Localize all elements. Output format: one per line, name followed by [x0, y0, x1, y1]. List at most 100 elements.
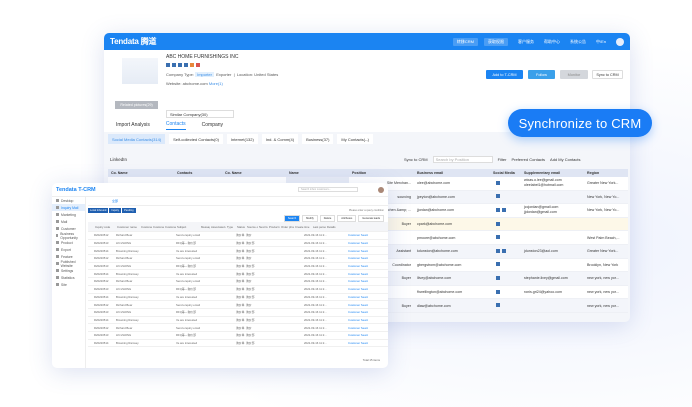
customer-service-link[interactable]: 客户服务 [517, 38, 534, 44]
chip-ind-comm[interactable]: Ind. & Comm(4) [261, 134, 299, 144]
linkedin-icon[interactable] [496, 303, 500, 308]
details-link[interactable]: Customer Search [348, 325, 368, 330]
linkedin-icon[interactable] [496, 289, 500, 294]
tcrm-column-header[interactable]: Customer tier [165, 224, 176, 229]
linkedin-icon[interactable] [178, 63, 182, 67]
table-row[interactable]: R20220513 LIN ZHONG RFQ等—询价部 询价单 询价部 2022-09-… [88, 309, 388, 317]
tcrm-column-header[interactable]: Source of inquiry [247, 224, 258, 229]
chip-social-media[interactable]: Social Media Contacts(314) [108, 134, 166, 144]
details-link[interactable]: Customer Search [348, 294, 368, 299]
details-link[interactable]: Customer Search [348, 256, 368, 261]
column-header[interactable]: Region [587, 171, 600, 175]
table-row[interactable]: R20220512 Richard Bear Send enquiry email 询… [88, 232, 388, 240]
table-row[interactable]: R20220513 LIN ZHONG RFQ等—询价部 询价单 询价部 2022-09-… [88, 240, 388, 248]
linkedin-icon[interactable] [496, 248, 500, 253]
column-header[interactable]: Co. Name [111, 171, 128, 175]
tcrm-column-header[interactable]: Message [201, 224, 210, 229]
linkedin-icon[interactable] [496, 207, 500, 212]
sidebar-item[interactable]: Business Opportunity [52, 232, 85, 240]
table-row[interactable]: R20220514 Browning Ramsey Ve are intereste… [88, 317, 388, 325]
table-row[interactable]: R20220514 Browning Ramsey Ve are intereste… [88, 270, 388, 279]
tcrm-column-header[interactable]: Inquiry code [95, 224, 111, 229]
details-link[interactable]: Customer Search [348, 241, 368, 246]
table-row[interactable]: R20220512 Richard Bear Send enquiry email 询… [88, 255, 388, 263]
table-row[interactable]: R20220512 Richard Bear Send enquiry email 询… [88, 324, 388, 332]
language-switch[interactable]: 中/En [595, 38, 606, 44]
table-row[interactable]: R20220513 LIN ZHONG RFQ等—询价部 询价单 询价部 2022-09-… [88, 263, 388, 271]
chip-business[interactable]: Business(37) [302, 134, 334, 144]
linkedin-icon[interactable] [496, 262, 500, 267]
website-more-link[interactable]: More(1) [208, 81, 223, 86]
tab-all[interactable]: 全部 [88, 197, 388, 206]
details-link[interactable]: Customer Search [348, 302, 368, 307]
preferred-contacts-button[interactable]: Preferred Contacts [511, 157, 546, 162]
rss-icon[interactable] [190, 63, 194, 67]
supplementary-email[interactable]: wixas.o.lee@gmail.com [524, 178, 562, 183]
details-link[interactable]: Customer Search [348, 333, 368, 338]
details-link[interactable]: Customer Search [348, 279, 368, 284]
tcrm-column-header[interactable]: Associated customer name [211, 224, 226, 229]
details-link[interactable]: Customer Search [348, 340, 368, 345]
column-header[interactable]: Position [352, 171, 367, 175]
customer-search-input[interactable]: Search inbox customers... [298, 187, 358, 192]
business-email[interactable]: cpark@abchome.com [417, 222, 453, 227]
filter-pending[interactable]: Pending [122, 208, 136, 213]
position-search-input[interactable]: Search by Position [432, 156, 493, 163]
table-row[interactable]: R20220513 LIN ZHONG RFQ等—询价部 询价单 询价部 2022-09-… [88, 332, 388, 340]
tcrm-action-button[interactable]: Attributes [337, 215, 357, 222]
header-button[interactable]: 转移CRM [452, 37, 478, 46]
details-link[interactable]: Customer Search [348, 271, 368, 276]
linkedin-icon[interactable] [496, 275, 500, 280]
monitor-button[interactable]: Monitor [560, 70, 588, 79]
filter-button[interactable]: Filter [497, 157, 507, 162]
supplementary-email[interactable]: jdunston23@aol.com [524, 248, 558, 253]
sidebar-item[interactable]: Customer [52, 225, 85, 232]
sidebar-item[interactable]: Marketing [52, 211, 85, 218]
business-email[interactable]: pmoore@abchome.com [417, 235, 456, 240]
twitter-icon[interactable] [184, 63, 188, 67]
tcrm-column-header[interactable]: Type [227, 224, 234, 229]
related-pictures-button[interactable]: Related pictures(29) [115, 101, 158, 109]
tcrm-action-button[interactable]: Search [283, 215, 301, 222]
business-email[interactable]: jpeyton@abchome.com [417, 194, 455, 199]
website[interactable]: Website: abchome.com [166, 81, 208, 86]
tcrm-column-header[interactable]: Subject [177, 224, 187, 229]
pagination[interactable]: Total 15 items [362, 358, 380, 362]
instagram-icon[interactable] [196, 63, 200, 67]
chip-my-contacts[interactable]: My Contacts(--) [337, 134, 373, 144]
tab-company[interactable]: Company [201, 122, 224, 128]
column-header[interactable]: Business email [417, 171, 444, 175]
tcrm-column-header[interactable]: Create time [295, 224, 310, 229]
sidebar-item[interactable]: Inquiry Mail [52, 204, 85, 211]
sidebar-item[interactable]: Feature [52, 253, 85, 260]
tcrm-action-button[interactable]: Delete [319, 215, 336, 222]
column-header[interactable]: Supplementary email [524, 171, 561, 175]
table-row[interactable]: R20220514 Browning Ramsey Ve are intereste… [88, 294, 388, 302]
tcrm-column-header[interactable]: Product name [269, 224, 280, 229]
tcrm-column-header[interactable]: Customer rating [153, 224, 164, 229]
table-row[interactable]: R20220514 Browning Ramsey Ve are intereste… [88, 340, 388, 348]
tcrm-action-button[interactable]: Modify [302, 215, 318, 222]
supplementary-email[interactable]: jccjordan@gmail.com [524, 205, 559, 210]
add-my-contacts-button[interactable]: Add My Contacts [550, 157, 581, 162]
sidebar-item[interactable]: Export [52, 246, 85, 253]
similar-company-select[interactable]: Similar Company(30) [166, 110, 234, 118]
linkedin-icon[interactable] [496, 221, 500, 226]
sidebar-item[interactable]: Statistics [52, 274, 85, 281]
announcement-link[interactable]: 系统公告 [569, 38, 586, 44]
linkedin-icon[interactable] [502, 207, 506, 212]
tcrm-column-header[interactable]: Order phone [281, 224, 294, 229]
avatar[interactable] [616, 37, 624, 46]
business-email[interactable]: dlaw@abchome.com [417, 303, 451, 308]
business-email[interactable]: olee@abchome.com [417, 181, 451, 186]
details-link[interactable]: Customer Search [348, 310, 368, 315]
column-header[interactable]: Name [289, 171, 299, 175]
add-to-tcrm-button[interactable]: Add to T-CRM [486, 70, 523, 79]
tcrm-column-header[interactable]: Customer name [117, 224, 137, 229]
business-email[interactable]: gbergstrom@abchome.com [417, 262, 462, 267]
sidebar-item[interactable]: Published Website [52, 260, 85, 268]
tcrm-column-header[interactable]: Status [237, 224, 245, 229]
column-header[interactable]: Co. Name [225, 171, 242, 175]
table-row[interactable]: R20220514 Browning Ramsey Ve are intereste… [88, 247, 388, 256]
details-link[interactable]: Customer Search [348, 264, 368, 269]
